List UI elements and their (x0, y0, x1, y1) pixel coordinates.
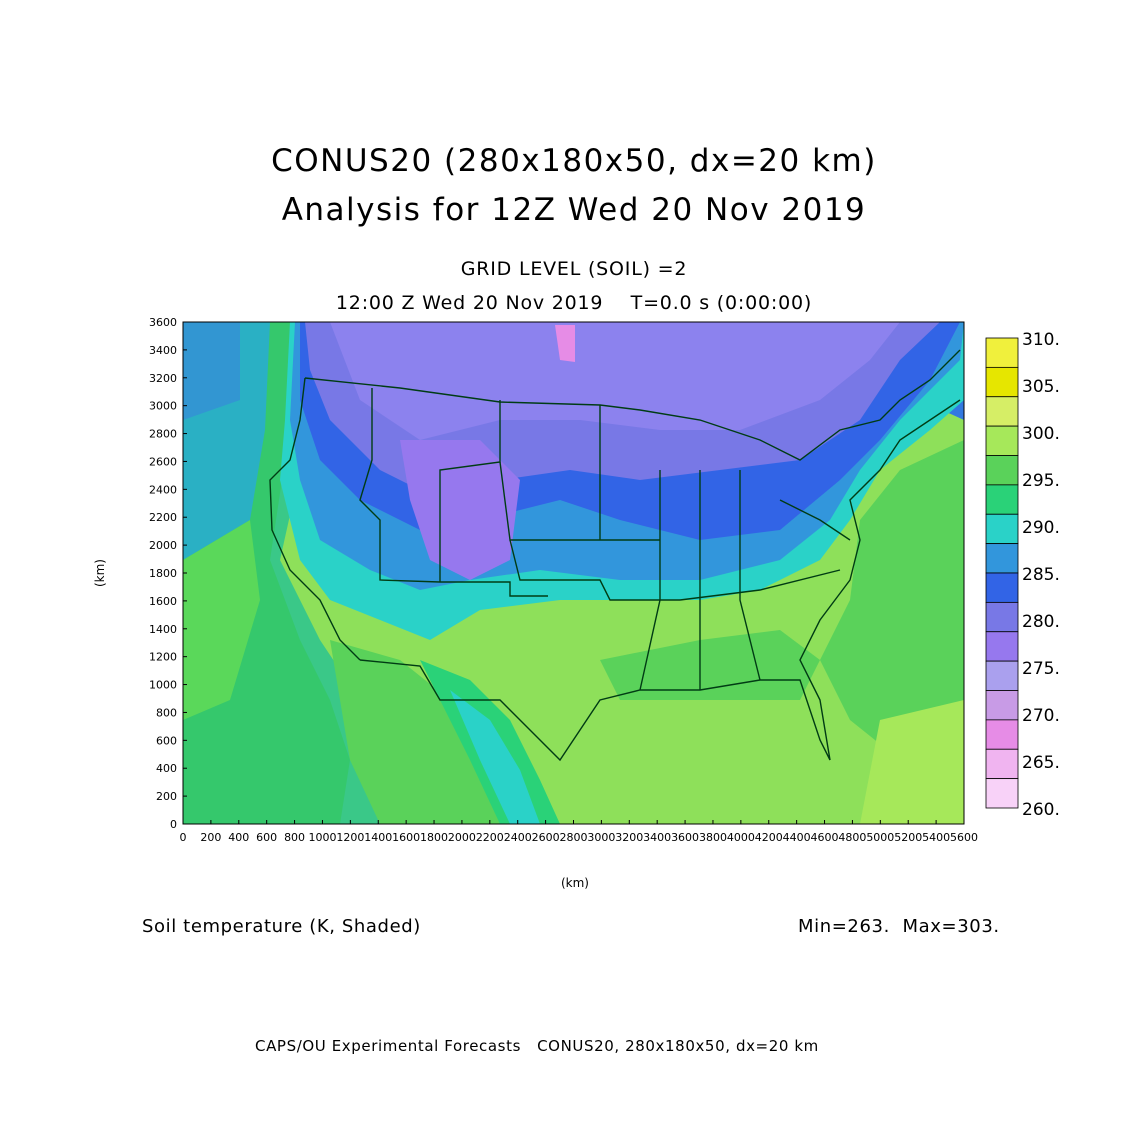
x-tick-label: 1600 (392, 831, 420, 844)
x-tick-label: 200 (200, 831, 221, 844)
map-title-line2: Analysis for 12Z Wed 20 Nov 2019 (281, 192, 867, 228)
colorbar-label: 280. (1022, 612, 1060, 632)
x-tick-label: 600 (256, 831, 277, 844)
x-axis-label: (km) (561, 876, 589, 890)
colorbar-swatch (985, 660, 1019, 691)
colorbar-swatch (985, 366, 1019, 398)
colorbar-labels: 310. 305. 300. 295. 290. 285. 280. 275. 270. 265.… (1022, 330, 1060, 820)
x-tick-label: 4200 (755, 831, 783, 844)
state-boundaries (269, 349, 961, 762)
colorbar-label: 290. (1022, 518, 1060, 538)
y-tick-label: 1200 (149, 651, 177, 664)
y-tick-label: 3400 (149, 344, 177, 357)
colorbar-swatch (985, 631, 1019, 662)
y-tick-label: 800 (156, 706, 177, 719)
x-tick-label: 2000 (448, 831, 476, 844)
x-tick-label: 3800 (699, 831, 727, 844)
x-tick-label: 400 (228, 831, 249, 844)
x-tick-label: 5400 (922, 831, 950, 844)
min-max-label: Min=263. Max=303. (798, 916, 1000, 937)
x-tick-label: 4000 (727, 831, 755, 844)
colorbar-swatch (985, 425, 1019, 456)
x-axis-ticks (182, 820, 965, 824)
x-tick-label: 3600 (671, 831, 699, 844)
field-caption: Soil temperature (K, Shaded) (142, 916, 421, 937)
colorbar-swatch (985, 719, 1019, 750)
colorbar-label: 275. (1022, 659, 1060, 679)
y-axis-ticks (183, 321, 187, 825)
colorbar-swatch (985, 513, 1019, 545)
y-axis-label: (km) (93, 559, 107, 587)
x-tick-label: 2400 (504, 831, 532, 844)
y-tick-label: 3200 (149, 372, 177, 385)
colorbar-swatch (985, 396, 1019, 427)
colorbar-label: 305. (1022, 377, 1060, 397)
colorbar-label: 270. (1022, 706, 1060, 726)
x-tick-label: 3200 (615, 831, 643, 844)
colorbar-label: 295. (1022, 471, 1060, 491)
x-tick-label: 2200 (476, 831, 504, 844)
x-tick-label: 2600 (532, 831, 560, 844)
x-tick-label: 3400 (643, 831, 671, 844)
colorbar-swatch (985, 484, 1019, 515)
y-tick-label: 1800 (149, 567, 177, 580)
x-tick-label: 0 (180, 831, 187, 844)
colorbar-swatch (985, 690, 1019, 721)
y-tick-label: 600 (156, 734, 177, 747)
x-tick-label: 1400 (364, 831, 392, 844)
x-tick-label: 800 (284, 831, 305, 844)
y-tick-label: 1600 (149, 595, 177, 608)
x-tick-label: 3000 (587, 831, 615, 844)
x-tick-label: 4400 (783, 831, 811, 844)
soil-temperature-field (183, 322, 964, 824)
colorbar-swatch (985, 337, 1019, 368)
x-tick-label: 1200 (336, 831, 364, 844)
colorbar-swatch (985, 543, 1019, 574)
y-tick-label: 200 (156, 790, 177, 803)
x-tick-label: 2800 (560, 831, 588, 844)
time-label: 12:00 Z Wed 20 Nov 2019 T=0.0 s (0:00:00… (335, 292, 813, 314)
colorbar (985, 337, 1019, 809)
colorbar-label: 260. (1022, 800, 1060, 820)
y-tick-label: 2000 (149, 539, 177, 552)
y-tick-label: 1000 (149, 679, 177, 692)
y-tick-label: 2800 (149, 428, 177, 441)
grid-level-label: GRID LEVEL (SOIL) =2 (460, 258, 688, 280)
y-tick-label: 1400 (149, 623, 177, 636)
colorbar-label: 310. (1022, 330, 1060, 350)
y-tick-label: 2600 (149, 455, 177, 468)
x-tick-label: 4600 (811, 831, 839, 844)
colorbar-label: 300. (1022, 424, 1060, 444)
colorbar-swatch (985, 778, 1019, 809)
colorbar-swatch (985, 748, 1019, 780)
y-tick-label: 400 (156, 762, 177, 775)
map-title-line1: CONUS20 (280x180x50, dx=20 km) (271, 143, 877, 179)
x-tick-label: 1800 (420, 831, 448, 844)
colorbar-label: 265. (1022, 753, 1060, 773)
y-tick-label: 0 (170, 818, 177, 831)
y-tick-label: 3000 (149, 400, 177, 413)
colorbar-swatch (985, 601, 1019, 633)
footer-credit: CAPS/OU Experimental Forecasts CONUS20, … (255, 1037, 819, 1055)
y-tick-label: 2400 (149, 483, 177, 496)
x-tick-label: 5600 (950, 831, 978, 844)
x-tick-label: 5000 (866, 831, 894, 844)
y-axis-tick-labels: 0 200 400 600 800 1000 1200 1400 1600 1800 2000 220… (149, 316, 177, 831)
colorbar-swatch (985, 455, 1019, 486)
x-axis-tick-labels: 0 200 400 600 800 1000 1200 1400 1600 1800 2000 220… (180, 831, 979, 844)
y-tick-label: 3600 (149, 316, 177, 329)
colorbar-label: 285. (1022, 565, 1060, 585)
x-tick-label: 5200 (894, 831, 922, 844)
x-tick-label: 1000 (308, 831, 336, 844)
x-tick-label: 4800 (838, 831, 866, 844)
y-tick-label: 2200 (149, 511, 177, 524)
colorbar-swatch (985, 572, 1019, 603)
